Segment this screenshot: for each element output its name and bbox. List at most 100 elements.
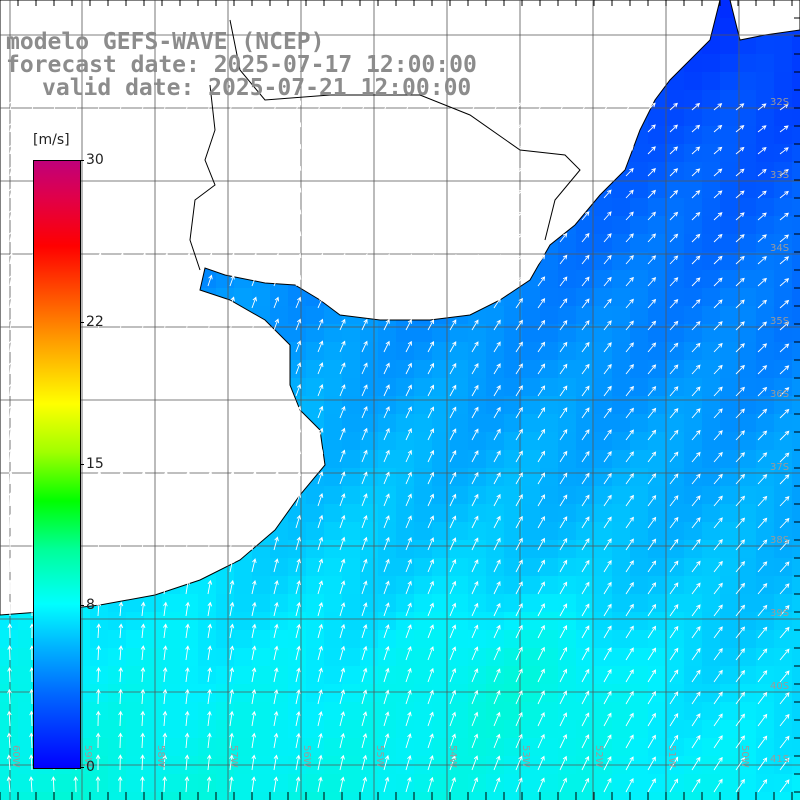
wind-speed-cell xyxy=(252,702,270,720)
wind-arrow xyxy=(317,536,324,551)
wind-speed-cell xyxy=(180,594,198,612)
wind-speed-cell xyxy=(540,522,558,540)
wind-arrow xyxy=(515,690,523,705)
wind-arrow xyxy=(361,754,368,771)
wind-speed-cell xyxy=(666,504,684,522)
wind-speed-cell xyxy=(306,360,324,378)
wind-arrow xyxy=(317,405,324,419)
wind-speed-cell xyxy=(648,576,666,594)
wind-arrow xyxy=(405,471,412,485)
wind-arrow xyxy=(647,778,656,793)
wind-arrow xyxy=(229,383,235,397)
wind-arrow xyxy=(273,492,279,507)
wind-speed-cell xyxy=(684,432,702,450)
wind-arrow xyxy=(53,143,58,155)
wind-speed-cell xyxy=(576,576,594,594)
wind-speed-cell xyxy=(198,792,216,800)
wind-speed-cell xyxy=(252,594,270,612)
wind-speed-cell xyxy=(792,468,800,486)
wind-arrow xyxy=(757,147,767,155)
wind-arrow xyxy=(339,493,346,507)
wind-arrow xyxy=(691,102,701,111)
wind-speed-cell xyxy=(720,432,738,450)
wind-arrow xyxy=(8,317,14,331)
wind-speed-cell xyxy=(198,648,216,666)
wind-arrow xyxy=(691,734,701,749)
wind-speed-cell xyxy=(720,144,738,162)
wind-speed-cell xyxy=(180,648,198,666)
wind-speed-cell xyxy=(540,720,558,738)
wind-arrow xyxy=(669,189,679,199)
wind-speed-cell xyxy=(360,720,378,738)
wind-speed-cell xyxy=(504,576,522,594)
wind-arrow xyxy=(75,99,80,111)
wind-speed-cell xyxy=(306,522,324,540)
wind-speed-cell xyxy=(504,540,522,558)
wind-arrow xyxy=(361,493,368,507)
wind-arrow xyxy=(537,581,545,595)
wind-speed-cell xyxy=(594,432,612,450)
wind-arrow xyxy=(515,428,523,441)
wind-arrow xyxy=(163,99,169,111)
wind-speed-cell xyxy=(198,774,216,792)
wind-arrow xyxy=(493,646,501,661)
wind-arrow xyxy=(405,340,412,353)
wind-speed-cell xyxy=(756,90,774,108)
wind-arrow xyxy=(383,645,390,661)
colorbar-tick-mark xyxy=(80,767,84,768)
wind-speed-cell xyxy=(630,306,648,324)
wind-speed-cell xyxy=(504,684,522,702)
wind-speed-cell xyxy=(738,486,756,504)
wind-arrow xyxy=(295,100,302,111)
wind-arrow xyxy=(669,516,679,529)
wind-arrow xyxy=(449,471,457,485)
wind-arrow xyxy=(735,364,745,375)
wind-arrow xyxy=(427,515,435,529)
wind-arrow xyxy=(383,515,390,529)
wind-arrow xyxy=(383,580,390,595)
wind-arrow xyxy=(471,689,479,705)
wind-speed-cell xyxy=(522,594,540,612)
wind-speed-cell xyxy=(162,720,180,738)
wind-speed-cell xyxy=(252,630,270,648)
wind-arrow xyxy=(691,517,701,529)
wind-arrow xyxy=(295,645,301,661)
wind-arrow xyxy=(273,623,279,639)
wind-arrow xyxy=(295,689,301,705)
wind-speed-cell xyxy=(414,576,432,594)
wind-speed-cell xyxy=(630,216,648,234)
wind-arrow xyxy=(757,691,768,705)
wind-arrow xyxy=(185,318,191,331)
wind-arrow xyxy=(713,212,723,221)
wind-arrow xyxy=(295,514,302,529)
wind-arrow xyxy=(559,189,568,199)
wind-arrow xyxy=(757,299,768,309)
wind-speed-cell xyxy=(756,324,774,342)
wind-speed-cell xyxy=(774,738,792,756)
wind-speed-cell xyxy=(612,450,630,468)
wind-arrow xyxy=(96,470,102,485)
wind-arrow xyxy=(185,252,191,265)
wind-arrow xyxy=(537,145,546,155)
wind-arrow xyxy=(515,472,523,485)
wind-arrow xyxy=(339,536,346,551)
wind-speed-cell xyxy=(144,738,162,756)
wind-speed-cell xyxy=(666,144,684,162)
wind-arrow xyxy=(251,143,257,155)
wind-arrow xyxy=(317,602,324,617)
wind-speed-cell xyxy=(540,792,558,800)
wind-arrow xyxy=(229,667,235,683)
wind-arrow xyxy=(691,211,701,221)
wind-arrow xyxy=(163,601,168,617)
wind-speed-cell xyxy=(270,684,288,702)
wind-arrow xyxy=(713,713,723,727)
wind-speed-cell xyxy=(486,702,504,720)
wind-speed-cell xyxy=(162,738,180,756)
wind-arrow xyxy=(361,253,368,265)
wind-speed-cell xyxy=(630,198,648,216)
wind-speed-cell xyxy=(594,216,612,234)
wind-arrow xyxy=(405,384,412,397)
wind-arrow xyxy=(383,362,390,375)
wind-arrow xyxy=(229,558,235,573)
